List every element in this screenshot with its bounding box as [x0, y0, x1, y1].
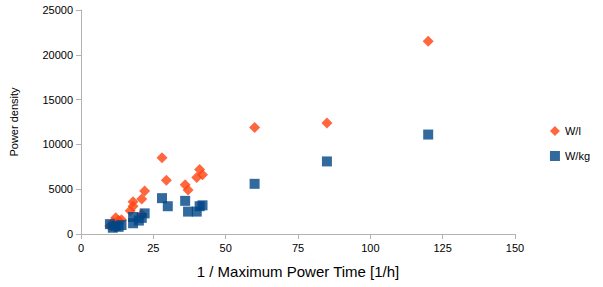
- svg-text:W/kg: W/kg: [565, 150, 590, 162]
- svg-text:150: 150: [506, 242, 524, 254]
- svg-text:W/l: W/l: [565, 125, 581, 137]
- svg-text:10000: 10000: [42, 138, 73, 150]
- svg-text:125: 125: [433, 242, 451, 254]
- svg-text:5000: 5000: [49, 183, 73, 195]
- svg-text:100: 100: [361, 242, 379, 254]
- svg-text:0: 0: [78, 242, 84, 254]
- svg-text:75: 75: [292, 242, 304, 254]
- svg-text:15000: 15000: [42, 94, 73, 106]
- svg-text:1 / Maximum Power Time [1/h]: 1 / Maximum Power Time [1/h]: [197, 263, 400, 280]
- svg-text:25: 25: [147, 242, 159, 254]
- svg-text:0: 0: [67, 228, 73, 240]
- svg-text:25000: 25000: [42, 4, 73, 16]
- svg-text:20000: 20000: [42, 49, 73, 61]
- svg-text:50: 50: [220, 242, 232, 254]
- svg-text:Power density: Power density: [8, 87, 20, 157]
